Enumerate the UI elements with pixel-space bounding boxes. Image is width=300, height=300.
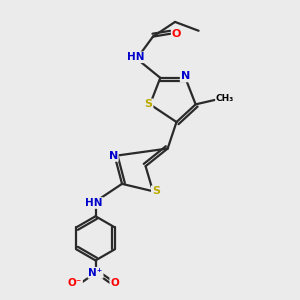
- Text: N: N: [109, 151, 118, 161]
- Text: O: O: [172, 29, 181, 39]
- Text: HN: HN: [127, 52, 144, 62]
- Text: N: N: [181, 71, 190, 81]
- Text: N⁺: N⁺: [88, 268, 103, 278]
- Text: CH₃: CH₃: [216, 94, 234, 103]
- Text: O: O: [110, 278, 119, 288]
- Text: S: S: [152, 186, 160, 196]
- Text: HN: HN: [85, 198, 103, 208]
- Text: O⁻: O⁻: [68, 278, 82, 288]
- Text: S: S: [145, 99, 152, 110]
